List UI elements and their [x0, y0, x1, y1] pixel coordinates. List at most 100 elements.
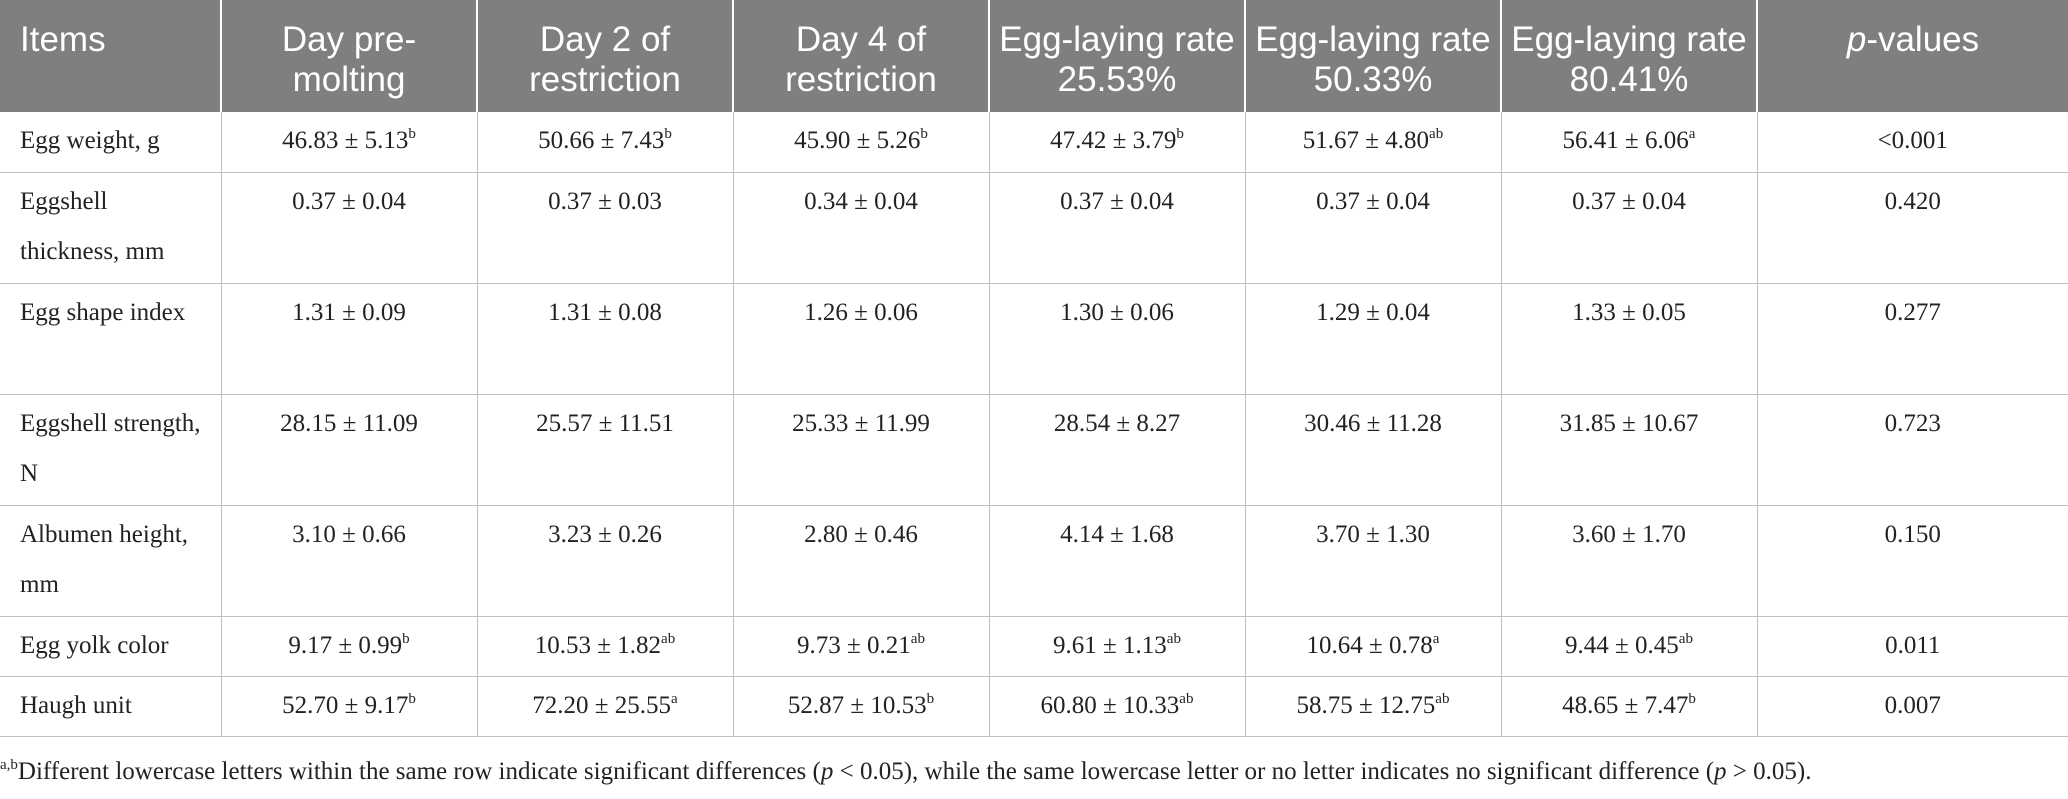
table-cell: 0.37 ± 0.04: [989, 172, 1246, 284]
table-cell: 25.57 ± 11.51: [477, 394, 734, 506]
row-label: Egg yolk color: [0, 616, 222, 677]
cell-value: 50.66 ± 7.43: [538, 127, 665, 154]
table-cell: 1.30 ± 0.06: [989, 283, 1246, 395]
table-cell: 10.53 ± 1.82ab: [477, 616, 734, 677]
table-cell: 28.54 ± 8.27: [989, 394, 1246, 506]
table-cell: 0.34 ± 0.04: [733, 172, 990, 284]
header-rate-25: Egg-laying rate 25.53%: [989, 0, 1246, 112]
cell-value: 51.67 ± 4.80: [1302, 127, 1430, 154]
cell-value: 30.46 ± 11.28: [1304, 409, 1442, 437]
p-value-cell: <0.001: [1757, 112, 2068, 173]
cell-value: 9.61 ± 1.13: [1053, 631, 1167, 659]
table-cell: 3.60 ± 1.70: [1501, 505, 1758, 617]
table-cell: 9.17 ± 0.99b: [221, 616, 478, 677]
header-p-rest: -values: [1866, 20, 1980, 59]
cell-superscript: ab: [1166, 630, 1181, 647]
cell-value: 10.64 ± 0.78: [1306, 631, 1433, 659]
cell-value: 4.14 ± 1.68: [1060, 520, 1174, 548]
cell-value: 52.70 ± 9.17: [282, 691, 409, 719]
cell-superscript: b: [664, 126, 672, 142]
table-cell: 52.70 ± 9.17b: [221, 676, 478, 737]
table-cell: 9.61 ± 1.13ab: [989, 616, 1246, 677]
table-cell: 1.33 ± 0.05: [1501, 283, 1758, 395]
header-day4-restriction: Day 4 of restriction: [733, 0, 990, 112]
footnote-p-1: p: [820, 758, 834, 785]
table-header: Items Day pre-molting Day 2 of restricti…: [0, 0, 2068, 112]
table-cell: 58.75 ± 12.75ab: [1245, 676, 1502, 737]
table-cell: 0.37 ± 0.04: [221, 172, 478, 284]
header-day2-restriction: Day 2 of restriction: [477, 0, 734, 112]
header-items: Items: [0, 0, 222, 112]
table-cell: 51.67 ± 4.80ab: [1245, 112, 1502, 173]
header-p-values: p-values: [1757, 0, 2068, 112]
cell-value: 58.75 ± 12.75: [1296, 691, 1436, 719]
table-cell: 31.85 ± 10.67: [1501, 394, 1758, 506]
table-cell: 4.14 ± 1.68: [989, 505, 1246, 617]
cell-superscript: ab: [1678, 630, 1693, 647]
p-value-cell: 0.011: [1757, 616, 2068, 677]
table-row: Egg yolk color 9.17 ± 0.99b 10.53 ± 1.82…: [0, 616, 2068, 677]
cell-value: 1.30 ± 0.06: [1060, 298, 1174, 326]
cell-superscript: b: [408, 690, 416, 707]
table-cell: 0.37 ± 0.03: [477, 172, 734, 284]
egg-quality-table: Items Day pre-molting Day 2 of restricti…: [0, 0, 2068, 737]
cell-value: 52.87 ± 10.53: [787, 691, 927, 719]
header-day-pre-molting: Day pre-molting: [221, 0, 478, 112]
cell-value: 0.37 ± 0.04: [1060, 187, 1174, 215]
row-label: Albumen height, mm: [0, 505, 222, 617]
table-cell: 48.65 ± 7.47b: [1501, 676, 1758, 737]
cell-value: 3.23 ± 0.26: [548, 520, 662, 548]
table-row: Albumen height, mm 3.10 ± 0.66 3.23 ± 0.…: [0, 505, 2068, 617]
cell-superscript: b: [926, 690, 935, 707]
header-row: Items Day pre-molting Day 2 of restricti…: [0, 0, 2068, 112]
cell-superscript: ab: [910, 630, 925, 647]
table-cell: 0.37 ± 0.04: [1501, 172, 1758, 284]
table-row: Eggshell thickness, mm 0.37 ± 0.04 0.37 …: [0, 172, 2068, 284]
cell-value: 1.31 ± 0.09: [292, 298, 406, 326]
table-cell: 47.42 ± 3.79b: [989, 112, 1246, 173]
table-cell: 3.10 ± 0.66: [221, 505, 478, 617]
table-footnote: a,bDifferent lowercase letters within th…: [0, 752, 1811, 792]
cell-value: 2.80 ± 0.46: [804, 520, 918, 548]
cell-value: 46.83 ± 5.13: [282, 127, 409, 154]
cell-value: 47.42 ± 3.79: [1050, 127, 1177, 154]
table-cell: 72.20 ± 25.55a: [477, 676, 734, 737]
footnote-superscript: a,b: [0, 757, 18, 773]
p-value-cell: 0.007: [1757, 676, 2068, 737]
p-value-cell: 0.723: [1757, 394, 2068, 506]
cell-value: 72.20 ± 25.55: [532, 691, 672, 719]
p-value-cell: 0.150: [1757, 505, 2068, 617]
cell-value: 60.80 ± 10.33: [1040, 691, 1180, 719]
cell-value: 1.33 ± 0.05: [1572, 298, 1686, 326]
cell-superscript: ab: [1435, 690, 1450, 707]
cell-value: 1.29 ± 0.04: [1316, 298, 1430, 326]
cell-superscript: a: [671, 690, 678, 707]
table-cell: 25.33 ± 11.99: [733, 394, 990, 506]
cell-value: 1.26 ± 0.06: [804, 298, 918, 326]
cell-value: 25.57 ± 11.51: [536, 409, 674, 437]
footnote-p-2: p: [1714, 758, 1727, 785]
cell-value: 3.10 ± 0.66: [292, 520, 406, 548]
footnote-text-2: < 0.05), while the same lowercase letter…: [833, 758, 1715, 785]
header-rate-80: Egg-laying rate 80.41%: [1501, 0, 1758, 112]
cell-value: 0.34 ± 0.04: [804, 187, 918, 215]
cell-value: 0.37 ± 0.04: [1572, 187, 1686, 215]
cell-value: 9.17 ± 0.99: [288, 631, 403, 659]
footnote-text-3: > 0.05).: [1726, 758, 1812, 785]
table-body: Egg weight, g 46.83 ± 5.13 b 50.66 ± 7.43…: [0, 112, 2068, 737]
table-row: Egg shape index 1.31 ± 0.09 1.31 ± 0.08 …: [0, 283, 2068, 395]
cell-superscript: a: [1688, 126, 1696, 142]
cell-value: 48.65 ± 7.47: [1562, 691, 1689, 719]
cell-superscript: ab: [661, 630, 676, 647]
cell-value: 0.37 ± 0.04: [1316, 187, 1430, 215]
table-cell: 50.66 ± 7.43b: [477, 112, 734, 173]
cell-value: 28.54 ± 8.27: [1053, 409, 1181, 437]
table-cell: 0.37 ± 0.04: [1245, 172, 1502, 284]
table-cell: 60.80 ± 10.33ab: [989, 676, 1246, 737]
table-cell: 28.15 ± 11.09: [221, 394, 478, 506]
cell-value: 28.15 ± 11.09: [280, 409, 418, 437]
row-label: Egg weight, g: [0, 112, 222, 173]
table-cell: 30.46 ± 11.28: [1245, 394, 1502, 506]
cell-superscript: b: [920, 126, 928, 142]
